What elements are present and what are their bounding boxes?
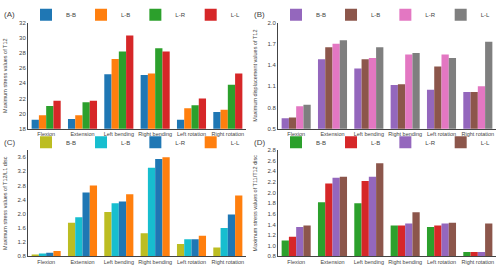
svg-text:Extension: Extension — [70, 259, 94, 265]
svg-text:Right bending: Right bending — [388, 259, 422, 265]
svg-text:2.0: 2.0 — [17, 211, 26, 217]
svg-text:Extension: Extension — [70, 131, 94, 137]
svg-text:2.8: 2.8 — [17, 183, 26, 189]
svg-text:Left bending: Left bending — [354, 259, 384, 265]
svg-text:L-B: L-B — [121, 12, 130, 18]
svg-text:2.6: 2.6 — [267, 158, 276, 164]
svg-text:L-R: L-R — [425, 12, 435, 18]
svg-text:L-R: L-R — [175, 140, 185, 146]
svg-text:30: 30 — [19, 35, 26, 41]
svg-text:Extension: Extension — [320, 259, 344, 265]
svg-text:L-B: L-B — [371, 140, 380, 146]
svg-text:18: 18 — [19, 126, 26, 132]
svg-text:1.2: 1.2 — [267, 232, 276, 238]
svg-text:L-R: L-R — [175, 12, 185, 18]
svg-text:Left bending: Left bending — [104, 259, 134, 265]
svg-text:Left bending: Left bending — [354, 131, 384, 137]
svg-text:Left rotation: Left rotation — [427, 259, 456, 265]
svg-text:2.4: 2.4 — [17, 197, 26, 203]
svg-text:L-L: L-L — [481, 140, 490, 146]
svg-text:Flexion: Flexion — [37, 131, 55, 138]
svg-text:0.8: 0.8 — [17, 253, 26, 259]
svg-text:L-L: L-L — [481, 12, 490, 18]
svg-text:L-B: L-B — [371, 12, 380, 18]
svg-text:1.8: 1.8 — [267, 200, 276, 206]
svg-text:Left rotation: Left rotation — [177, 259, 206, 265]
svg-text:Maximum stress values of T12/L: Maximum stress values of T12/L1 disc — [2, 156, 8, 250]
svg-text:24: 24 — [19, 80, 26, 86]
svg-text:1.6: 1.6 — [17, 225, 26, 231]
svg-text:Flexion: Flexion — [37, 259, 55, 265]
svg-text:Right bending: Right bending — [138, 259, 172, 265]
svg-text:2.8: 2.8 — [267, 147, 276, 153]
svg-text:(D): (D) — [254, 138, 265, 147]
svg-text:1.0: 1.0 — [267, 243, 276, 249]
svg-text:3.2: 3.2 — [17, 168, 26, 174]
svg-text:0.5: 0.5 — [267, 126, 276, 132]
svg-text:1.4: 1.4 — [267, 62, 276, 68]
svg-text:L-L: L-L — [231, 12, 240, 18]
svg-text:1.4: 1.4 — [267, 222, 276, 228]
svg-text:B-B: B-B — [316, 12, 326, 18]
svg-text:L-B: L-B — [121, 140, 130, 146]
svg-text:1.6: 1.6 — [267, 211, 276, 217]
svg-text:Extension: Extension — [320, 131, 344, 137]
svg-text:1.1: 1.1 — [267, 83, 276, 89]
svg-text:20: 20 — [19, 111, 26, 117]
svg-text:(A): (A) — [4, 10, 15, 19]
svg-text:Right rotation: Right rotation — [211, 259, 244, 265]
svg-text:Left bending: Left bending — [104, 131, 134, 137]
svg-text:26: 26 — [19, 65, 26, 71]
svg-text:L-R: L-R — [425, 140, 435, 146]
svg-text:(C): (C) — [4, 138, 15, 147]
svg-text:Right rotation: Right rotation — [211, 131, 245, 138]
svg-text:0.8: 0.8 — [267, 105, 276, 111]
svg-text:B-B: B-B — [66, 12, 76, 18]
svg-text:3.6: 3.6 — [17, 154, 26, 160]
svg-text:1.7: 1.7 — [267, 41, 276, 47]
svg-text:28: 28 — [19, 50, 26, 56]
svg-text:2.4: 2.4 — [267, 168, 276, 174]
svg-text:1.2: 1.2 — [17, 239, 26, 245]
svg-text:L-L: L-L — [231, 140, 240, 146]
svg-text:Left rotation: Left rotation — [427, 131, 456, 137]
svg-text:Right bending: Right bending — [138, 131, 173, 138]
svg-text:32: 32 — [19, 20, 26, 26]
svg-text:Left rotation: Left rotation — [177, 131, 206, 137]
svg-text:Right bending: Right bending — [388, 131, 423, 138]
svg-text:B-B: B-B — [66, 140, 76, 146]
svg-text:Right rotation: Right rotation — [461, 131, 495, 138]
svg-text:Right rotation: Right rotation — [461, 259, 494, 265]
svg-text:2.0: 2.0 — [267, 190, 276, 196]
svg-text:Flexion: Flexion — [287, 259, 305, 265]
svg-text:Maximum stress values of T11/T: Maximum stress values of T11/T12 disc — [252, 155, 258, 252]
svg-text:22: 22 — [19, 96, 26, 102]
svg-text:2.0: 2.0 — [267, 20, 276, 26]
svg-text:(B): (B) — [254, 10, 265, 19]
svg-text:2.2: 2.2 — [267, 179, 276, 185]
svg-text:Maximum displacement values of: Maximum displacement values of T12 — [252, 30, 258, 122]
svg-text:Flexion: Flexion — [287, 131, 305, 138]
svg-text:0.8: 0.8 — [267, 253, 276, 259]
svg-text:B-B: B-B — [316, 140, 326, 146]
svg-text:Maximum stress values of T12: Maximum stress values of T12 — [2, 38, 8, 112]
